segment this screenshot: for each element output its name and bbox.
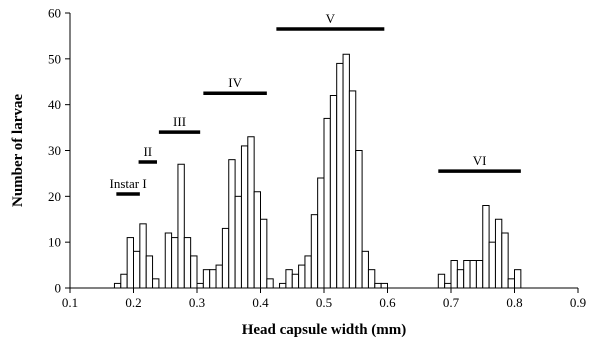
histogram-bar bbox=[475, 260, 484, 289]
histogram-bar bbox=[444, 282, 452, 289]
x-axis-title: Head capsule width (mm) bbox=[242, 322, 407, 338]
x-tick-label: 0.6 bbox=[379, 295, 396, 310]
histogram-bar bbox=[361, 250, 369, 289]
histogram-bar bbox=[177, 163, 185, 289]
histogram-bar bbox=[139, 223, 147, 289]
y-axis-ticks: 0 10 20 30 40 50 60 bbox=[48, 6, 70, 296]
x-tick-label: 0.1 bbox=[62, 295, 78, 310]
histogram-bar bbox=[202, 269, 211, 289]
histogram-bar bbox=[240, 145, 249, 289]
histogram-bar bbox=[469, 260, 477, 289]
instar-label: II bbox=[143, 144, 152, 159]
y-tick-label: 0 bbox=[55, 281, 62, 296]
x-tick-label: 0.7 bbox=[443, 295, 460, 310]
instar-label: VI bbox=[473, 153, 487, 168]
histogram-bar bbox=[494, 218, 503, 289]
histogram-bar bbox=[120, 273, 128, 289]
histogram-bar bbox=[253, 191, 261, 289]
histogram-bar bbox=[348, 90, 357, 289]
histogram-bar bbox=[323, 117, 331, 289]
histogram-bar bbox=[215, 264, 223, 289]
histogram-bar bbox=[196, 282, 204, 289]
y-tick-label: 30 bbox=[48, 143, 61, 158]
histogram-bar bbox=[152, 278, 160, 289]
histogram-bar bbox=[463, 260, 471, 289]
histogram-bar bbox=[228, 159, 236, 289]
histogram-bar bbox=[298, 264, 306, 289]
histogram-bar bbox=[329, 95, 338, 289]
x-axis-ticks: 0.1 0.2 0.3 0.4 0.5 0.6 0.7 0.8 0.9 bbox=[62, 288, 586, 310]
histogram-bar bbox=[133, 250, 141, 289]
histogram-bar bbox=[367, 269, 376, 289]
histogram-bar bbox=[247, 136, 255, 289]
histogram-bar bbox=[113, 282, 122, 289]
y-tick-label: 10 bbox=[48, 235, 61, 250]
histogram-bar bbox=[164, 232, 173, 289]
histogram-bar bbox=[304, 255, 312, 289]
histogram-bar bbox=[279, 282, 287, 289]
histogram-bar bbox=[450, 260, 458, 289]
histogram-bar bbox=[145, 255, 154, 289]
histogram-bar bbox=[221, 227, 230, 289]
histogram-bar bbox=[310, 214, 319, 289]
instar-label: III bbox=[173, 114, 186, 129]
histogram-bar bbox=[488, 241, 496, 289]
histogram-bar bbox=[126, 237, 135, 289]
histogram-bar bbox=[437, 273, 446, 289]
histogram-bar bbox=[507, 278, 515, 289]
histogram-bar bbox=[260, 218, 268, 289]
histogram-bar bbox=[456, 269, 465, 289]
instar-label: Instar I bbox=[110, 176, 147, 191]
y-tick-label: 20 bbox=[48, 189, 61, 204]
x-tick-label: 0.3 bbox=[189, 295, 205, 310]
histogram-bar bbox=[209, 269, 217, 289]
histogram-bar bbox=[266, 278, 274, 289]
histogram-bar bbox=[355, 150, 363, 289]
x-tick-label: 0.8 bbox=[506, 295, 522, 310]
histogram-bar bbox=[514, 269, 522, 289]
histogram-bar bbox=[285, 269, 293, 289]
y-axis-title: Number of larvae bbox=[10, 94, 26, 207]
histogram-bar bbox=[291, 273, 300, 289]
histogram-bar bbox=[234, 195, 242, 289]
instar-label: IV bbox=[228, 75, 242, 90]
histogram-bar bbox=[501, 232, 509, 289]
histogram-bar bbox=[374, 282, 382, 289]
x-tick-label: 0.5 bbox=[316, 295, 332, 310]
instar-label: V bbox=[326, 11, 336, 26]
histogram-bar bbox=[183, 237, 192, 289]
y-tick-label: 60 bbox=[48, 6, 61, 21]
histogram-bar bbox=[317, 177, 325, 289]
histogram-bar bbox=[380, 282, 388, 289]
histogram-bar bbox=[190, 255, 198, 289]
histogram-bar bbox=[482, 205, 490, 289]
histogram-bars bbox=[113, 53, 522, 289]
histogram-bar bbox=[171, 237, 179, 289]
histogram-bar bbox=[336, 62, 344, 289]
y-tick-label: 50 bbox=[48, 51, 61, 66]
histogram-bar bbox=[342, 53, 350, 289]
x-tick-label: 0.4 bbox=[252, 295, 269, 310]
x-tick-label: 0.2 bbox=[125, 295, 141, 310]
y-tick-label: 40 bbox=[48, 97, 61, 112]
x-tick-label: 0.9 bbox=[570, 295, 586, 310]
